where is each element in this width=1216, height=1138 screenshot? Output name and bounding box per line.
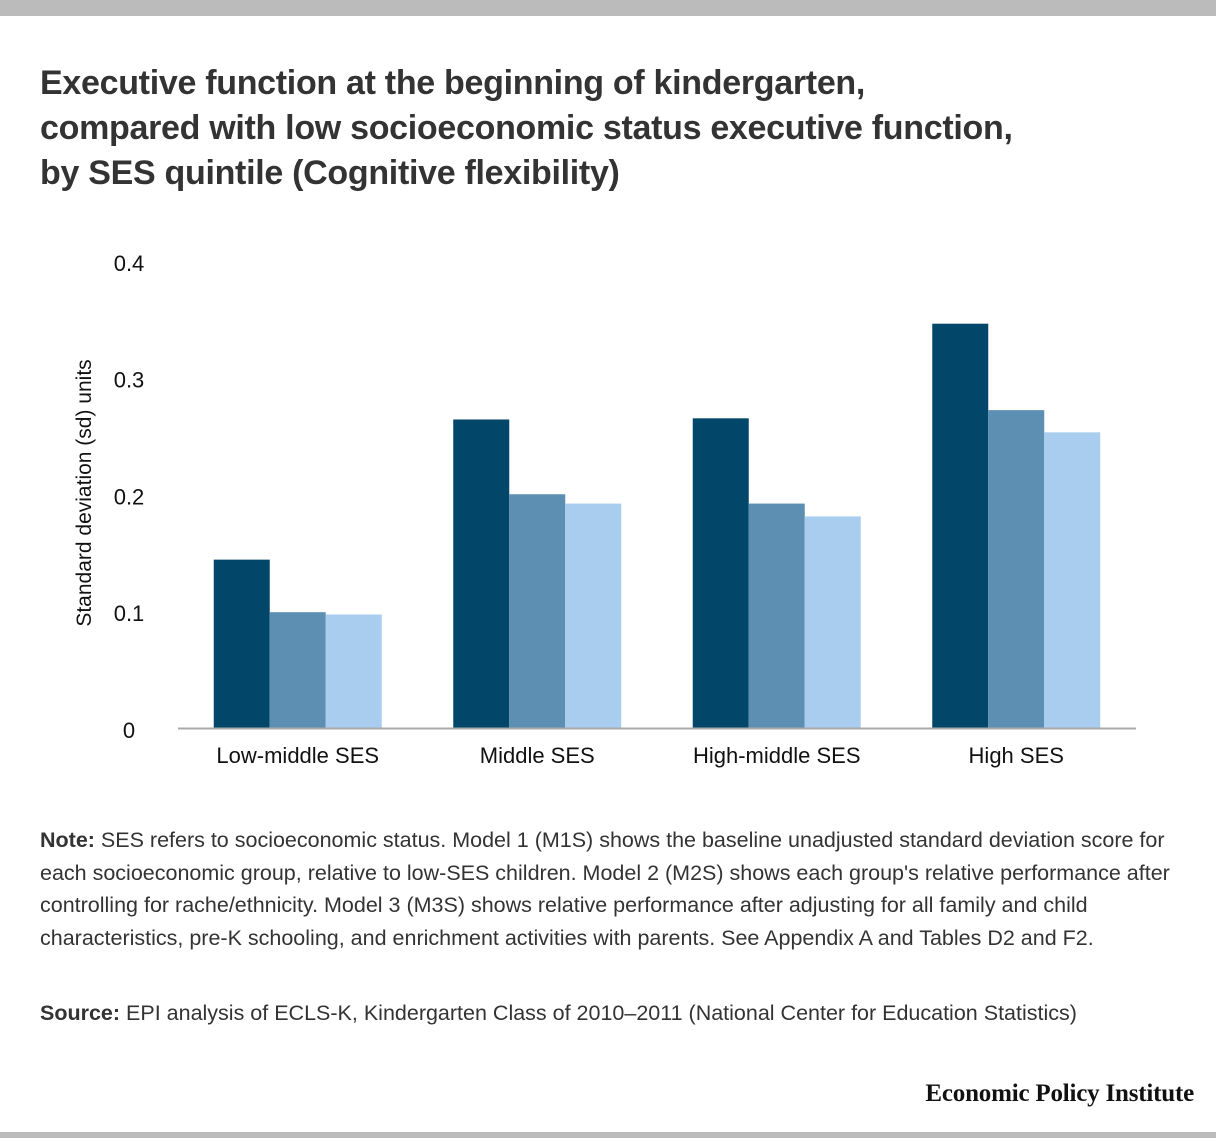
bar-m1s-1 [453, 419, 510, 729]
y-tick-label: 0.2 [114, 484, 145, 509]
x-axis-labels: Low-middle SES Middle SES High-middle SES H… [216, 743, 1064, 768]
brand-logo: Economic Policy Institute [925, 1080, 1194, 1107]
top-border-bar [0, 0, 1216, 16]
source-body: EPI analysis of ECLS-K, Kindergarten Cla… [120, 1001, 1077, 1025]
bar-m3s-0 [325, 614, 382, 729]
bar-m3s-3 [1044, 432, 1101, 729]
bar-m2s-2 [748, 503, 805, 729]
bars [213, 323, 1101, 729]
bar-m1s-2 [692, 418, 749, 729]
x-tick-label: Low-middle SES [216, 743, 379, 768]
x-tick-label: High SES [969, 743, 1064, 768]
bar-m3s-2 [804, 516, 861, 729]
bar-m1s-0 [213, 559, 270, 729]
x-tick-label: High-middle SES [693, 743, 861, 768]
x-tick-label: Middle SES [480, 743, 595, 768]
note-label: Note: [40, 828, 95, 852]
y-tick-label: 0 [123, 718, 135, 743]
bar-m1s-3 [932, 323, 989, 729]
bar-m2s-0 [269, 612, 326, 729]
y-tick-label: 0.1 [114, 601, 145, 626]
y-tick-label: 0.4 [114, 251, 145, 276]
bar-m2s-3 [988, 410, 1045, 729]
chart-title-line: Executive function at the beginning of k… [40, 64, 866, 102]
y-axis-label: Standard deviation (sd) units [73, 359, 96, 626]
bar-m2s-1 [509, 494, 566, 729]
bar-m3s-1 [565, 503, 622, 729]
bottom-border-bar [0, 1132, 1216, 1138]
note-body: SES refers to socioeconomic status. Mode… [40, 828, 1170, 950]
bar-chart: Standard deviation (sd) units 0 0.1 0.2 0.3… [73, 251, 1136, 768]
source-label: Source: [40, 1001, 121, 1025]
y-axis-ticks: 0 0.1 0.2 0.3 0.4 [114, 251, 145, 743]
chart-title-line: by SES quintile (Cognitive flexibility) [40, 154, 620, 192]
chart-title-line: compared with low socioeconomic status e… [40, 109, 1013, 147]
y-tick-label: 0.3 [114, 368, 145, 393]
note-text: Note: SES refers to socioeconomic status… [40, 824, 1190, 954]
chart-title: Executive function at the beginning of k… [40, 61, 1190, 196]
source-text: Source: EPI analysis of ECLS-K, Kinderga… [40, 997, 1190, 1030]
